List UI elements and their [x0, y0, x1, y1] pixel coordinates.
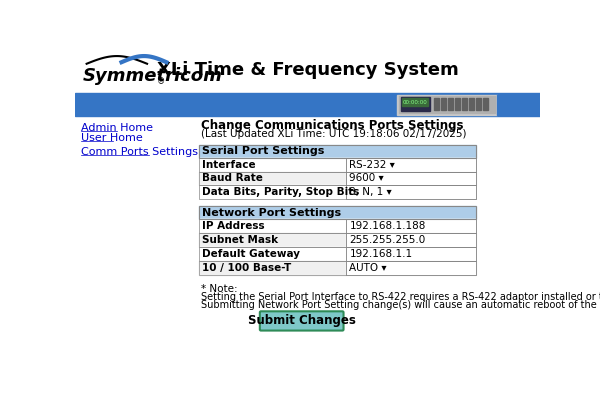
Bar: [199, 172, 346, 185]
Text: XLi Time & Frequency System: XLi Time & Frequency System: [157, 61, 458, 79]
Bar: [346, 247, 476, 261]
Text: IP Address: IP Address: [202, 221, 265, 231]
Bar: [199, 172, 476, 185]
Bar: [199, 206, 476, 219]
Text: 255.255.255.0: 255.255.255.0: [349, 235, 425, 245]
Bar: [199, 247, 476, 261]
Bar: [401, 97, 430, 111]
Bar: [199, 145, 476, 158]
Text: Data Bits, Parity, Stop Bits: Data Bits, Parity, Stop Bits: [202, 187, 359, 197]
Bar: [199, 247, 476, 261]
Bar: [497, 95, 540, 114]
Text: 192.168.1.188: 192.168.1.188: [349, 221, 426, 231]
Bar: [75, 48, 540, 93]
Bar: [434, 98, 439, 110]
Text: Interface: Interface: [202, 160, 256, 170]
Bar: [199, 158, 476, 172]
Bar: [346, 185, 476, 199]
Bar: [199, 206, 476, 219]
Bar: [397, 95, 497, 114]
Text: ®: ®: [157, 77, 166, 86]
Text: Network Port Settings: Network Port Settings: [202, 208, 341, 218]
Bar: [346, 158, 476, 172]
Text: 192.168.1.1: 192.168.1.1: [349, 249, 412, 259]
Bar: [199, 233, 476, 247]
Bar: [199, 185, 476, 199]
Bar: [199, 247, 346, 261]
Text: Setting the Serial Port Interface to RS-422 requires a RS-422 adaptor installed : Setting the Serial Port Interface to RS-…: [202, 293, 600, 302]
FancyBboxPatch shape: [260, 311, 344, 330]
Text: Symmetricom: Symmetricom: [83, 67, 223, 85]
Text: Submitting Network Port Setting change(s) will cause an automatic reboot of the : Submitting Network Port Setting change(s…: [202, 300, 600, 310]
Bar: [346, 185, 476, 199]
Bar: [199, 172, 476, 185]
Bar: [448, 98, 453, 110]
Text: 00:00:00: 00:00:00: [403, 100, 428, 105]
Text: User Home: User Home: [81, 133, 143, 143]
Bar: [346, 172, 476, 185]
Bar: [75, 93, 540, 116]
Text: RS-232 ▾: RS-232 ▾: [349, 160, 395, 170]
Bar: [469, 98, 474, 110]
Bar: [346, 233, 476, 247]
Bar: [346, 158, 476, 172]
Bar: [346, 219, 476, 233]
Bar: [199, 261, 346, 275]
Bar: [199, 185, 346, 199]
Text: Comm Ports Settings: Comm Ports Settings: [81, 147, 198, 156]
Text: Submit Changes: Submit Changes: [248, 314, 356, 328]
Bar: [346, 219, 476, 233]
Text: (Last Updated XLi Time: UTC 19:18:06 02/17/2025): (Last Updated XLi Time: UTC 19:18:06 02/…: [202, 129, 467, 139]
Bar: [399, 96, 495, 113]
Text: 8, N, 1 ▾: 8, N, 1 ▾: [349, 187, 392, 197]
Bar: [441, 98, 446, 110]
Text: Baud Rate: Baud Rate: [202, 173, 263, 183]
Bar: [199, 233, 476, 247]
Bar: [482, 98, 488, 110]
Bar: [346, 172, 476, 185]
Bar: [199, 185, 476, 199]
Bar: [199, 158, 476, 172]
Text: 10 / 100 Base-T: 10 / 100 Base-T: [202, 263, 292, 273]
Text: 9600 ▾: 9600 ▾: [349, 173, 384, 183]
Text: Change Communications Ports Settings: Change Communications Ports Settings: [202, 119, 464, 132]
Bar: [346, 261, 476, 275]
Bar: [346, 261, 476, 275]
Bar: [462, 98, 467, 110]
Text: Serial Port Settings: Serial Port Settings: [202, 146, 325, 156]
Bar: [346, 233, 476, 247]
Bar: [199, 219, 476, 233]
Bar: [199, 233, 346, 247]
Bar: [199, 158, 346, 172]
Text: * Note:: * Note:: [202, 284, 238, 294]
Bar: [199, 219, 476, 233]
Text: Default Gateway: Default Gateway: [202, 249, 300, 259]
Bar: [346, 247, 476, 261]
Bar: [199, 219, 346, 233]
Bar: [199, 145, 476, 158]
Text: AUTO ▾: AUTO ▾: [349, 263, 387, 273]
Bar: [402, 98, 428, 106]
Bar: [476, 98, 481, 110]
Bar: [75, 116, 540, 359]
Bar: [199, 261, 476, 275]
Text: Subnet Mask: Subnet Mask: [202, 235, 278, 245]
Bar: [199, 261, 476, 275]
Text: Admin Home: Admin Home: [81, 123, 153, 133]
Bar: [455, 98, 460, 110]
